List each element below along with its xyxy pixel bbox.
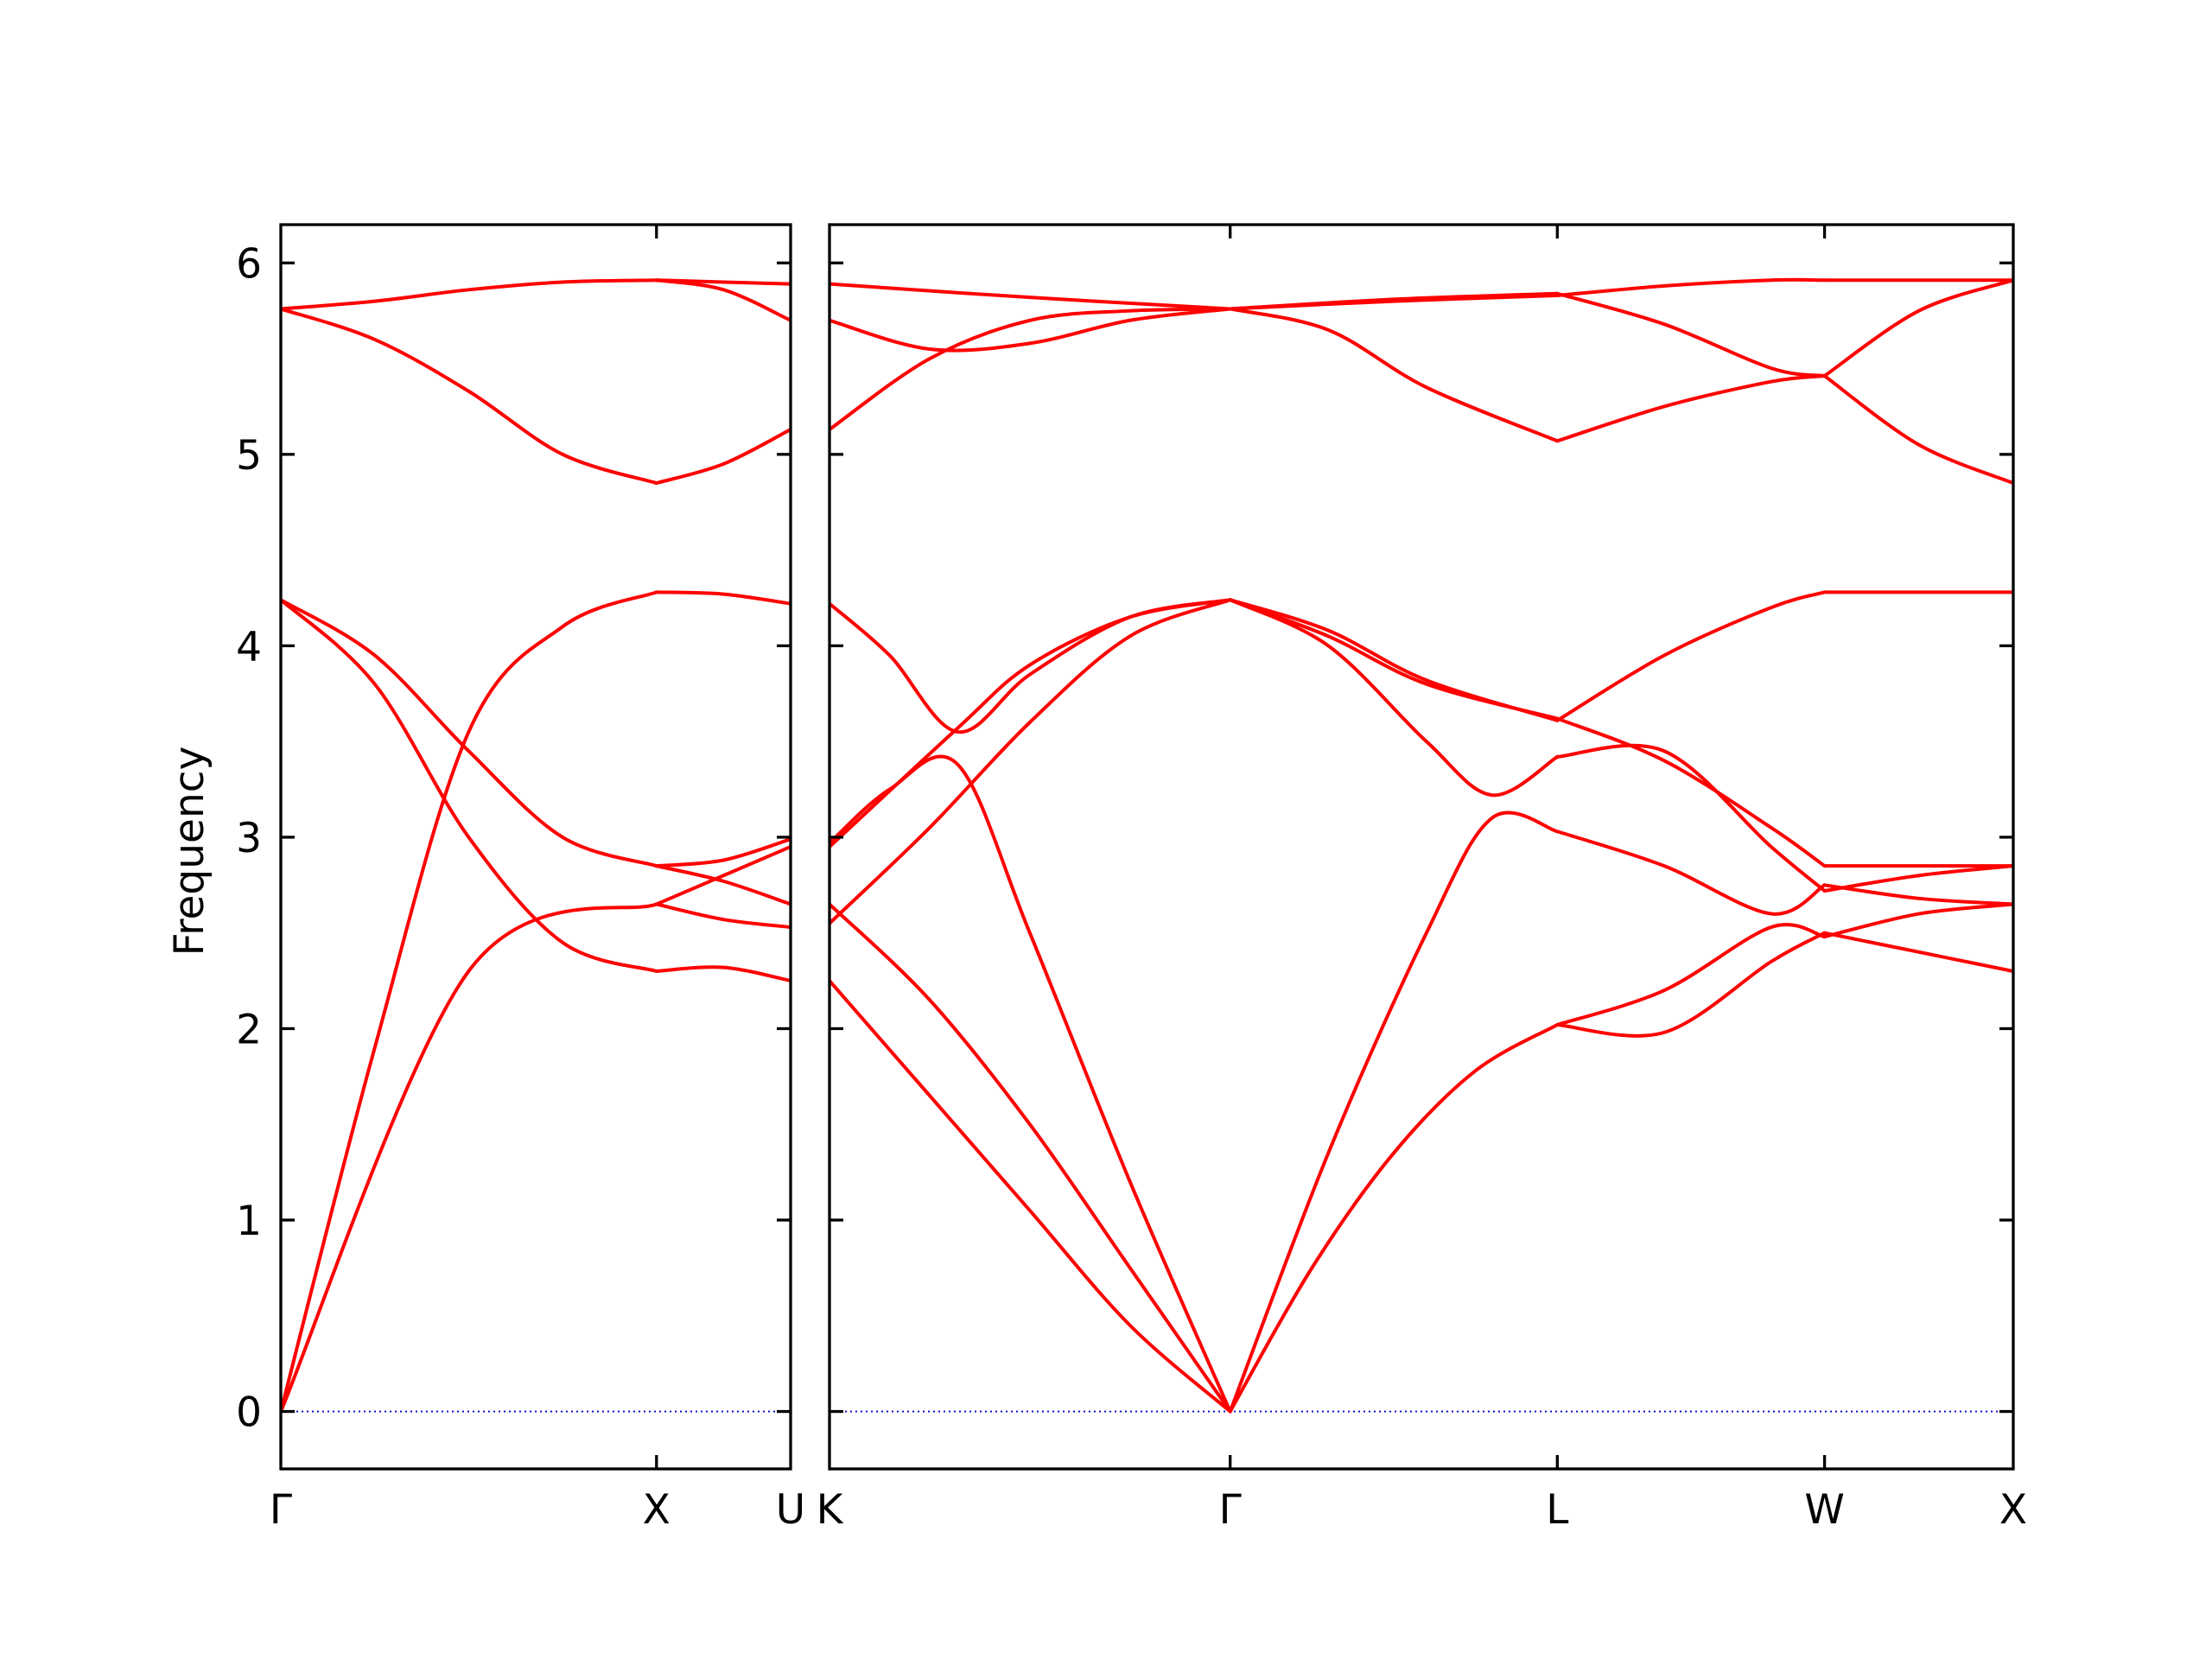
band-W-X-4 <box>1822 864 2013 893</box>
band-K-Γ-3 <box>830 754 1232 1414</box>
x-tick-label: W <box>1804 1486 1844 1534</box>
y-tick-label: 5 <box>236 432 262 480</box>
band-lines <box>281 278 791 1414</box>
band-X-U-8 <box>654 278 791 322</box>
band-Γ-L-5 <box>1228 598 1560 722</box>
band-X-U-3 <box>654 902 791 930</box>
x-tick-label: K <box>817 1486 844 1534</box>
band-L-W-2 <box>1555 923 1827 1027</box>
band-X-U-1 <box>654 965 791 983</box>
y-tick-label: 0 <box>236 1389 262 1437</box>
y-tick-label: 4 <box>236 623 262 671</box>
band-K-Γ-2 <box>830 902 1232 1414</box>
band-L-W-7 <box>1555 374 1827 443</box>
x-tick-label: X <box>643 1486 671 1534</box>
band-X-U-9 <box>654 278 791 286</box>
band-X-U-7 <box>654 428 791 486</box>
y-tick-label: 3 <box>236 815 262 862</box>
band-L-W-1 <box>1555 931 1827 1038</box>
band-W-X-3 <box>1822 883 2013 906</box>
band-K-Γ-9 <box>830 282 1232 311</box>
band-X-U-5 <box>654 864 791 906</box>
band-Γ-X-2 <box>281 590 658 1414</box>
band-L-W-8 <box>1555 291 1827 378</box>
band-Γ-X-5 <box>281 307 658 486</box>
band-L-W-3 <box>1555 830 1827 916</box>
band-Γ-X-6 <box>281 278 658 311</box>
band-Γ-L-2 <box>1228 810 1560 1414</box>
chart-panels: 0 1 2 3 4 5 6 Γ X U K Γ L W X <box>236 223 2027 1534</box>
band-Γ-X-3 <box>281 598 658 973</box>
band-K-Γ-7 <box>830 307 1232 432</box>
band-K-Γ-6 <box>830 598 1232 734</box>
x-tick-label: Γ <box>1219 1486 1242 1534</box>
panel-1: 0 1 2 3 4 5 6 Γ X U <box>236 223 805 1534</box>
x-tick-label: X <box>1999 1486 2027 1534</box>
x-tick-label: U <box>776 1486 805 1534</box>
band-W-X-2 <box>1822 902 2013 939</box>
band-Γ-X-1 <box>281 902 658 1414</box>
band-X-U-4 <box>654 837 791 868</box>
band-L-W-4 <box>1555 743 1827 893</box>
band-X-U-6 <box>654 590 791 606</box>
band-W-X-8 <box>1822 278 2013 378</box>
band-L-W-5 <box>1555 716 1827 868</box>
band-Γ-X-4 <box>281 598 658 868</box>
band-L-W-6 <box>1555 590 1827 722</box>
y-tick-label: 2 <box>236 1006 262 1053</box>
band-Γ-L-4 <box>1228 598 1560 721</box>
band-L-W-9 <box>1555 277 1827 297</box>
x-tick-label: L <box>1546 1486 1568 1534</box>
band-K-Γ-8 <box>830 307 1232 353</box>
plot-frame <box>279 223 792 1471</box>
y-tick-label: 6 <box>236 240 262 288</box>
band-Γ-L-6 <box>1228 307 1560 443</box>
y-axis-label: Frequency <box>166 747 213 957</box>
band-lines <box>830 277 2013 1414</box>
x-tick-label: Γ <box>270 1486 292 1534</box>
band-W-X-7 <box>1822 374 2013 486</box>
y-tick-label: 1 <box>236 1198 262 1245</box>
band-K-Γ-4 <box>830 598 1232 925</box>
band-K-Γ-1 <box>830 979 1232 1414</box>
band-Γ-L-1 <box>1228 1023 1560 1414</box>
plot-frame <box>828 223 2015 1471</box>
band-Γ-L-8 <box>1228 291 1560 311</box>
band-X-U-2 <box>654 845 791 906</box>
band-W-X-1 <box>1822 931 2013 973</box>
band-Γ-L-3 <box>1228 598 1560 798</box>
